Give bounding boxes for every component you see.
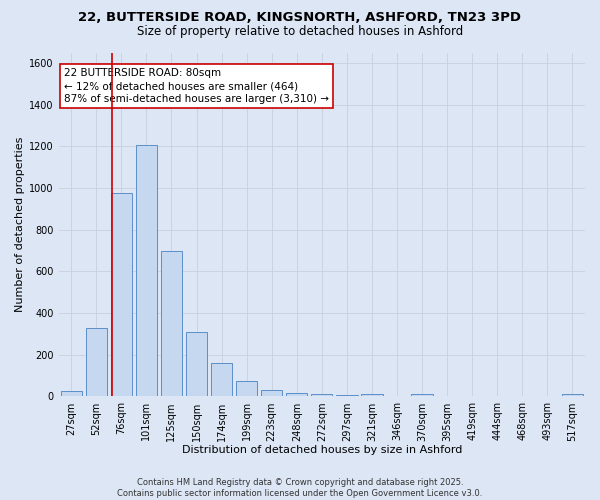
Bar <box>186 332 207 396</box>
Bar <box>286 394 307 396</box>
Bar <box>562 394 583 396</box>
Text: Size of property relative to detached houses in Ashford: Size of property relative to detached ho… <box>137 25 463 38</box>
Bar <box>412 394 433 396</box>
Bar <box>161 250 182 396</box>
Bar <box>311 394 332 396</box>
Bar <box>61 392 82 396</box>
Bar <box>236 381 257 396</box>
Text: Contains HM Land Registry data © Crown copyright and database right 2025.
Contai: Contains HM Land Registry data © Crown c… <box>118 478 482 498</box>
Bar <box>361 394 383 396</box>
Bar <box>110 193 132 396</box>
Bar <box>136 146 157 396</box>
Text: 22, BUTTERSIDE ROAD, KINGSNORTH, ASHFORD, TN23 3PD: 22, BUTTERSIDE ROAD, KINGSNORTH, ASHFORD… <box>79 11 521 24</box>
Y-axis label: Number of detached properties: Number of detached properties <box>15 137 25 312</box>
Bar <box>86 328 107 396</box>
Bar <box>211 363 232 396</box>
X-axis label: Distribution of detached houses by size in Ashford: Distribution of detached houses by size … <box>182 445 462 455</box>
Text: 22 BUTTERSIDE ROAD: 80sqm
← 12% of detached houses are smaller (464)
87% of semi: 22 BUTTERSIDE ROAD: 80sqm ← 12% of detac… <box>64 68 329 104</box>
Bar <box>261 390 283 396</box>
